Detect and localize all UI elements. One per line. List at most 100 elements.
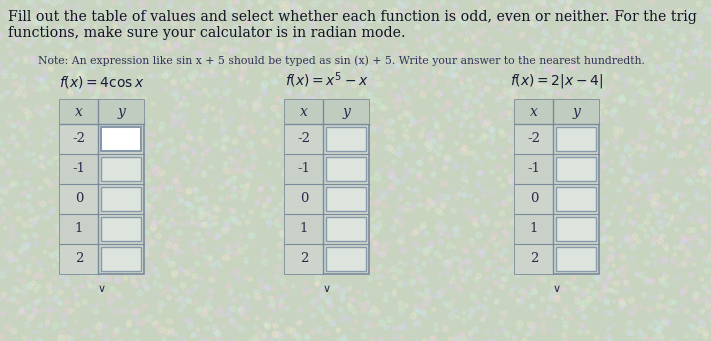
Circle shape (203, 222, 207, 226)
Circle shape (449, 20, 455, 26)
Circle shape (182, 97, 186, 100)
Circle shape (231, 116, 235, 120)
Circle shape (529, 205, 533, 209)
Circle shape (1, 292, 6, 297)
Circle shape (451, 83, 456, 88)
Circle shape (279, 11, 286, 17)
Circle shape (264, 126, 268, 131)
Circle shape (21, 234, 26, 238)
Circle shape (503, 229, 507, 234)
Circle shape (613, 50, 619, 56)
Circle shape (609, 83, 614, 88)
Circle shape (602, 235, 608, 240)
Circle shape (501, 184, 505, 188)
Circle shape (193, 17, 197, 21)
Circle shape (282, 169, 287, 174)
Circle shape (583, 41, 587, 45)
Circle shape (401, 3, 407, 10)
Circle shape (241, 214, 245, 218)
Circle shape (224, 27, 228, 31)
Circle shape (476, 232, 482, 238)
Circle shape (439, 71, 443, 75)
Circle shape (276, 96, 282, 102)
Circle shape (656, 56, 661, 61)
Circle shape (538, 199, 542, 203)
Circle shape (46, 127, 50, 131)
Circle shape (708, 54, 711, 58)
Circle shape (154, 292, 159, 296)
Circle shape (434, 328, 438, 332)
Circle shape (283, 66, 289, 72)
Circle shape (38, 78, 43, 83)
Circle shape (337, 5, 341, 10)
Circle shape (164, 156, 170, 161)
Circle shape (58, 0, 64, 4)
Circle shape (115, 161, 120, 166)
Circle shape (142, 241, 148, 247)
Circle shape (29, 83, 35, 88)
Circle shape (147, 203, 151, 207)
Circle shape (20, 290, 24, 294)
Circle shape (40, 111, 46, 117)
Circle shape (1, 0, 5, 4)
Circle shape (148, 42, 152, 47)
Circle shape (642, 154, 648, 161)
Circle shape (544, 159, 550, 164)
Circle shape (217, 206, 222, 211)
Circle shape (397, 240, 400, 243)
Circle shape (667, 121, 673, 127)
Circle shape (407, 187, 410, 190)
Circle shape (523, 199, 528, 204)
Circle shape (476, 273, 481, 279)
Circle shape (464, 116, 469, 119)
Circle shape (375, 226, 378, 230)
Circle shape (167, 41, 171, 44)
Circle shape (336, 252, 341, 257)
Circle shape (417, 247, 421, 252)
Circle shape (370, 224, 376, 230)
Circle shape (417, 56, 421, 59)
Circle shape (148, 261, 153, 266)
Circle shape (265, 24, 270, 29)
Circle shape (565, 120, 569, 123)
Circle shape (510, 181, 516, 187)
Circle shape (656, 91, 659, 95)
Circle shape (202, 196, 208, 202)
Circle shape (215, 207, 220, 212)
Circle shape (660, 219, 663, 223)
Circle shape (348, 40, 354, 46)
Circle shape (379, 252, 385, 257)
Circle shape (561, 287, 565, 291)
Circle shape (683, 260, 689, 265)
Circle shape (304, 145, 307, 148)
Circle shape (373, 241, 377, 245)
Circle shape (570, 86, 574, 91)
Circle shape (680, 193, 685, 197)
Circle shape (614, 117, 620, 123)
Circle shape (450, 279, 455, 284)
Circle shape (357, 104, 362, 109)
Circle shape (461, 148, 466, 154)
Circle shape (592, 125, 598, 131)
Circle shape (690, 256, 696, 262)
Circle shape (707, 160, 711, 166)
Circle shape (207, 210, 213, 216)
Circle shape (545, 311, 550, 315)
Circle shape (76, 70, 82, 76)
Circle shape (640, 177, 646, 183)
Circle shape (672, 196, 678, 202)
Circle shape (443, 261, 449, 266)
Circle shape (589, 162, 594, 166)
Circle shape (106, 102, 112, 107)
Circle shape (81, 140, 87, 146)
Circle shape (602, 236, 609, 242)
Circle shape (483, 306, 488, 311)
Circle shape (628, 241, 633, 247)
Circle shape (85, 254, 89, 259)
Circle shape (704, 42, 707, 46)
Circle shape (241, 70, 247, 76)
Circle shape (115, 267, 119, 271)
Circle shape (393, 8, 397, 13)
Circle shape (102, 209, 107, 215)
Circle shape (299, 321, 302, 324)
